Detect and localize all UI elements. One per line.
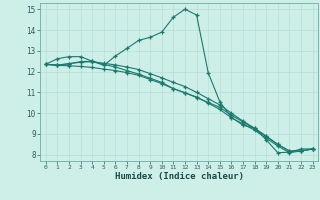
X-axis label: Humidex (Indice chaleur): Humidex (Indice chaleur) — [115, 172, 244, 181]
